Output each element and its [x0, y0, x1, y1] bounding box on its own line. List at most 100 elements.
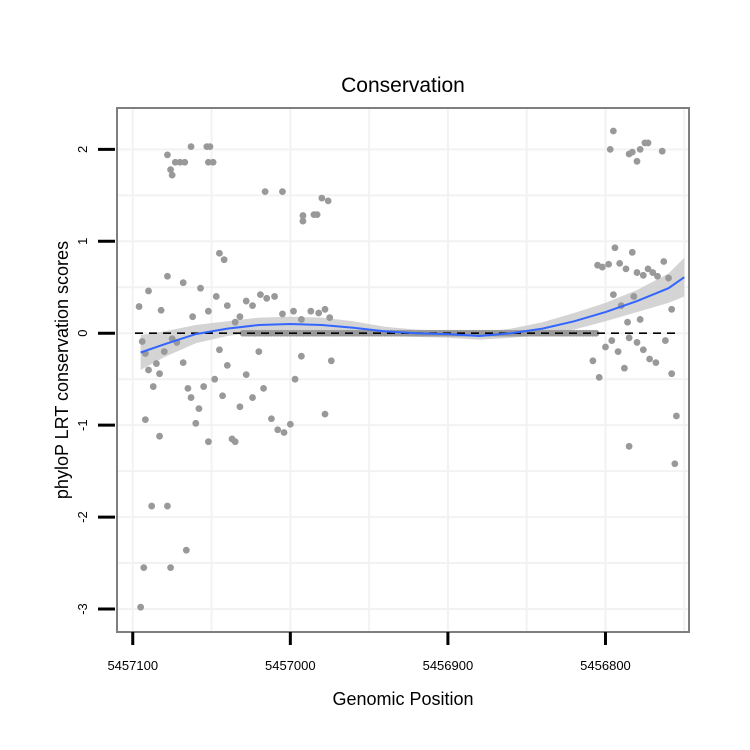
data-point	[164, 502, 171, 510]
data-point	[318, 194, 326, 202]
data-point	[605, 260, 613, 268]
data-point	[279, 188, 286, 196]
x-tick-label: 5457000	[265, 658, 316, 673]
data-point	[206, 143, 214, 151]
x-tick-label: 5457100	[107, 658, 158, 673]
y-tick-label: -1	[75, 419, 90, 431]
data-point	[649, 269, 657, 276]
data-point	[192, 419, 200, 427]
data-point	[156, 370, 163, 378]
data-point	[156, 432, 163, 440]
data-point	[279, 310, 286, 318]
data-point	[135, 303, 143, 310]
data-point	[326, 314, 334, 321]
data-point	[223, 362, 231, 369]
data-point	[236, 403, 244, 411]
data-point	[297, 316, 305, 323]
data-point	[160, 348, 168, 356]
data-point	[327, 357, 335, 365]
data-point	[672, 412, 680, 420]
data-point	[242, 297, 250, 305]
data-point	[592, 329, 600, 337]
data-point	[609, 127, 617, 135]
data-point	[216, 346, 223, 354]
data-point	[255, 348, 263, 356]
data-point	[321, 410, 329, 418]
data-point	[608, 337, 616, 344]
y-axis-label: phyloP LRT conservation scores	[52, 241, 72, 499]
data-point	[639, 346, 647, 354]
data-point	[179, 279, 187, 287]
data-point	[171, 158, 179, 166]
data-point	[189, 313, 197, 321]
data-point	[602, 343, 609, 351]
data-point	[633, 269, 641, 276]
data-point	[236, 313, 244, 321]
y-tick-label: -2	[75, 511, 90, 523]
data-point	[211, 375, 219, 383]
data-point	[614, 348, 622, 356]
data-point	[668, 370, 676, 378]
data-point	[625, 334, 633, 342]
data-point	[231, 438, 239, 446]
data-point	[616, 259, 624, 267]
data-point	[216, 249, 223, 257]
data-point	[200, 383, 208, 390]
data-point	[644, 265, 652, 273]
data-point	[181, 158, 189, 166]
data-point	[256, 291, 264, 299]
axes: 5457100 5457000 5456900 5456800 2 1 0 -1 -2 -3	[75, 146, 631, 673]
smooth-line	[140, 276, 685, 354]
data-point	[661, 337, 669, 344]
data-point	[249, 302, 256, 310]
data-point	[197, 284, 204, 292]
data-point	[622, 265, 630, 273]
data-point	[195, 405, 203, 413]
data-point	[182, 546, 190, 554]
data-point	[152, 360, 160, 367]
data-point	[140, 564, 148, 572]
y-tick-label: -3	[75, 603, 90, 615]
data-point	[271, 293, 278, 300]
data-point	[668, 305, 676, 313]
data-point	[624, 318, 631, 326]
data-point	[204, 158, 212, 166]
data-point	[137, 603, 145, 611]
data-point	[291, 375, 299, 383]
data-point	[219, 392, 226, 400]
data-point	[249, 394, 256, 401]
data-point	[299, 217, 307, 225]
data-point	[324, 197, 332, 205]
data-point	[145, 366, 152, 374]
data-point	[654, 272, 661, 280]
data-point	[665, 274, 672, 282]
data-point	[625, 442, 633, 450]
data-point	[611, 244, 619, 252]
data-point	[204, 438, 212, 446]
data-point	[620, 364, 628, 372]
data-point	[290, 307, 297, 315]
data-point	[630, 293, 638, 300]
y-tick-label: 0	[75, 330, 90, 337]
x-axis-label: Genomic Position	[332, 689, 473, 709]
data-point	[167, 166, 174, 173]
data-point	[138, 338, 146, 345]
data-point	[307, 307, 315, 315]
data-point	[260, 384, 267, 392]
data-point	[187, 394, 195, 401]
data-point	[628, 148, 636, 156]
data-point	[313, 211, 321, 219]
data-point	[268, 415, 275, 423]
data-point	[179, 359, 187, 367]
data-point	[595, 373, 603, 381]
data-point	[606, 145, 614, 153]
x-tick-label: 5456800	[580, 658, 631, 673]
data-point	[231, 318, 239, 326]
data-point	[145, 287, 152, 295]
confidence-band	[140, 257, 685, 370]
data-point	[639, 271, 647, 279]
data-point	[299, 212, 307, 219]
data-point	[212, 293, 220, 300]
data-point	[157, 306, 165, 314]
